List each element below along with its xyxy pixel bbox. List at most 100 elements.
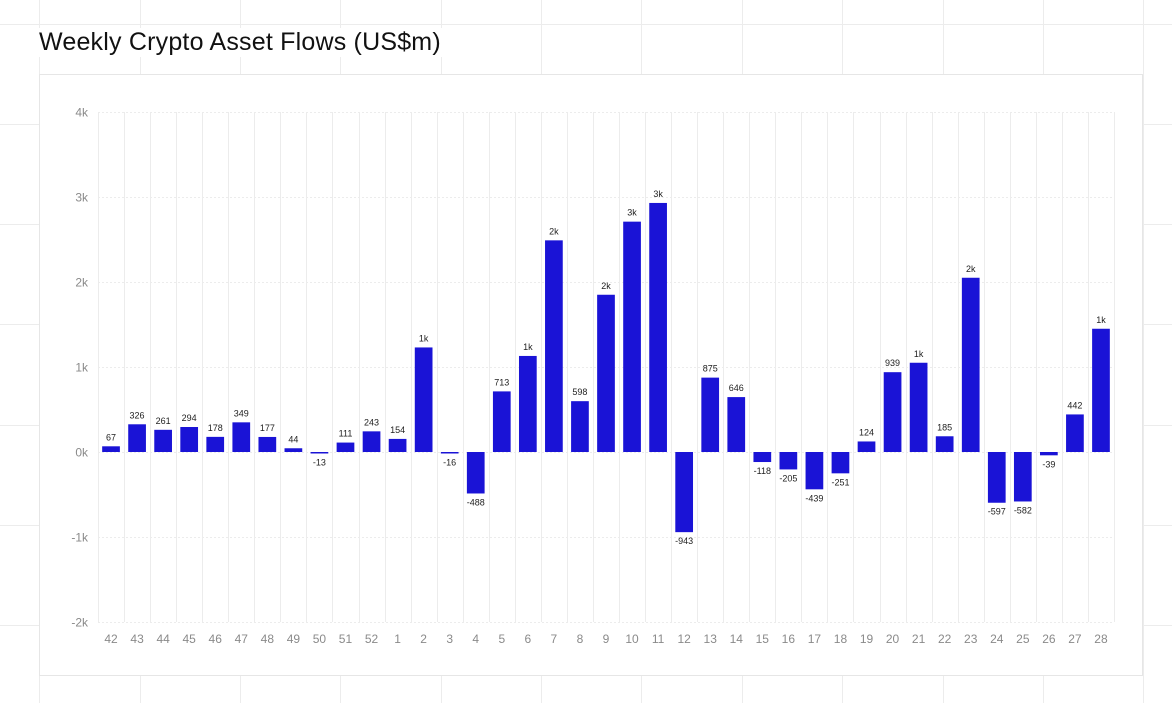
- bar: [1092, 328, 1110, 452]
- data-label: 243: [364, 417, 379, 427]
- x-tick-label: 48: [261, 632, 275, 646]
- x-tick-label: 17: [808, 632, 822, 646]
- data-label: 178: [208, 423, 223, 433]
- x-tick-label: 52: [365, 632, 379, 646]
- y-tick-label: -1k: [71, 531, 89, 545]
- x-tick-label: 3: [446, 632, 453, 646]
- x-tick-label: 27: [1068, 632, 1082, 646]
- x-tick-label: 21: [912, 632, 926, 646]
- y-tick-label: 4k: [75, 106, 89, 120]
- y-tick-label: 1k: [75, 361, 89, 375]
- x-tick-label: 18: [834, 632, 848, 646]
- x-tick-label: 19: [860, 632, 874, 646]
- bar: [545, 240, 563, 452]
- x-tick-label: 25: [1016, 632, 1030, 646]
- x-tick-label: 47: [235, 632, 249, 646]
- data-label: -488: [467, 497, 485, 507]
- bar: [753, 452, 772, 463]
- bar: [336, 442, 355, 452]
- bar: [935, 436, 954, 452]
- data-label: -13: [313, 458, 326, 468]
- x-tick-label: 6: [525, 632, 532, 646]
- x-tick-label: 15: [756, 632, 770, 646]
- x-tick-label: 23: [964, 632, 978, 646]
- data-label: 185: [937, 422, 952, 432]
- data-label: 2k: [966, 264, 976, 274]
- y-tick-label: -2k: [71, 616, 89, 630]
- data-label: -118: [754, 466, 771, 476]
- data-label: 154: [390, 425, 405, 435]
- bar: [571, 401, 589, 452]
- bar: [362, 431, 381, 452]
- data-label: 177: [260, 423, 275, 433]
- data-label: 646: [729, 383, 744, 393]
- data-label: 875: [703, 364, 718, 374]
- data-label: 1k: [914, 349, 924, 359]
- data-label: 261: [156, 416, 171, 426]
- data-label: 44: [288, 434, 298, 444]
- data-label: 111: [339, 429, 353, 439]
- x-tick-label: 51: [339, 632, 353, 646]
- x-tick-label: 22: [938, 632, 952, 646]
- data-label: -16: [443, 458, 456, 468]
- bar: [492, 391, 511, 452]
- data-label: -597: [988, 507, 1006, 517]
- bar: [466, 452, 485, 494]
- x-tick-label: 9: [603, 632, 610, 646]
- bar: [154, 429, 172, 452]
- chart-title: Weekly Crypto Asset Flows (US$m): [39, 28, 445, 57]
- bar: [987, 452, 1006, 503]
- bar: [831, 452, 850, 474]
- data-label: 442: [1067, 400, 1082, 410]
- bar: [883, 372, 902, 452]
- x-tick-label: 42: [104, 632, 118, 646]
- x-tick-label: 12: [677, 632, 691, 646]
- x-tick-label: 28: [1094, 632, 1108, 646]
- x-tick-label: 43: [130, 632, 144, 646]
- x-tick-label: 13: [704, 632, 718, 646]
- bar: [414, 347, 433, 452]
- x-tick-label: 20: [886, 632, 900, 646]
- bar: [128, 424, 146, 452]
- x-tick-label: 26: [1042, 632, 1056, 646]
- x-tick-label: 10: [625, 632, 639, 646]
- bar: [805, 452, 824, 490]
- y-tick-label: 3k: [75, 191, 89, 205]
- data-label: 1k: [523, 342, 533, 352]
- data-label: -943: [675, 536, 693, 546]
- data-label: 3k: [653, 189, 663, 199]
- y-tick-label: 2k: [75, 276, 89, 290]
- data-label: 1k: [419, 333, 429, 343]
- x-tick-label: 2: [420, 632, 427, 646]
- data-label: -205: [779, 473, 797, 483]
- x-tick-label: 44: [156, 632, 170, 646]
- x-tick-label: 5: [498, 632, 505, 646]
- data-label: -39: [1042, 459, 1055, 469]
- bar: [1040, 452, 1058, 456]
- bar: [727, 397, 746, 452]
- bar: [232, 422, 251, 452]
- bar: [284, 448, 303, 452]
- x-tick-label: 11: [652, 632, 665, 646]
- x-tick-label: 46: [209, 632, 223, 646]
- data-label: 2k: [549, 226, 559, 236]
- bar: [961, 277, 980, 452]
- x-tick-label: 50: [313, 632, 327, 646]
- data-label: 67: [106, 432, 116, 442]
- bar: [909, 362, 928, 452]
- data-label: -439: [805, 493, 823, 503]
- bar: [1013, 452, 1032, 502]
- bar: [857, 441, 876, 452]
- data-label: 294: [182, 413, 197, 423]
- bar: [623, 221, 641, 452]
- bar: [649, 202, 667, 452]
- data-label: 349: [234, 408, 249, 418]
- bar: [1066, 414, 1084, 452]
- data-label: 326: [130, 410, 145, 420]
- data-label: 124: [859, 427, 874, 437]
- data-label: 1k: [1096, 315, 1106, 325]
- x-tick-label: 16: [782, 632, 796, 646]
- data-label: 598: [572, 387, 587, 397]
- bar: [258, 436, 277, 452]
